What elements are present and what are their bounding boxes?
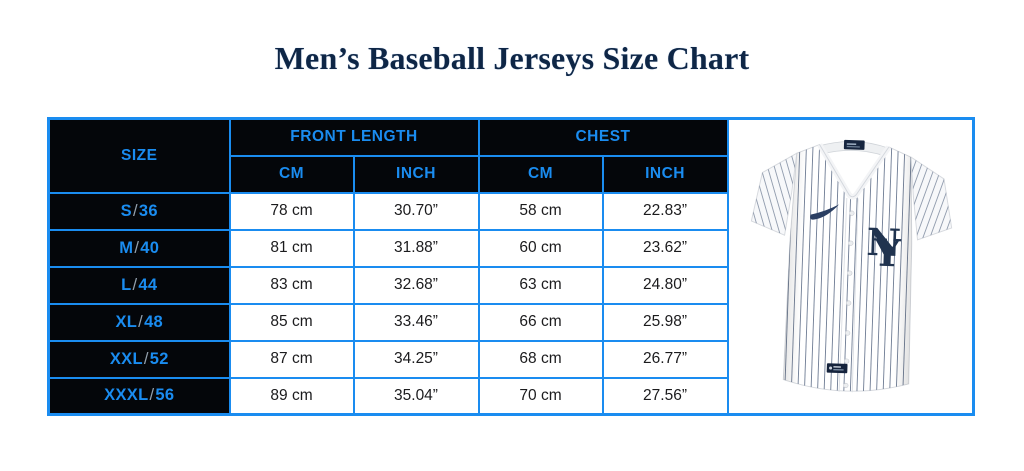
chest-inch: 24.80” — [601, 265, 729, 305]
collar-tag — [817, 139, 892, 157]
size-number: 36 — [138, 201, 158, 220]
size-separator: / — [143, 349, 149, 368]
size-separator: / — [149, 386, 155, 405]
front-length-cm: 81 cm — [228, 228, 355, 268]
size-number: 56 — [155, 386, 175, 405]
size-cell: M/40 — [47, 228, 231, 268]
front-length-inch: 33.46” — [352, 302, 480, 342]
size-cell: S/36 — [47, 191, 231, 231]
size-cell: L/44 — [47, 265, 231, 305]
table-row: XXXL/56 89 cm 35.04” 70 cm 27.56” — [47, 376, 974, 416]
front-length-cm: 78 cm — [228, 191, 355, 231]
jersey-product-image: N Y — [726, 117, 975, 416]
chest-cm: 68 cm — [477, 339, 604, 379]
size-code: M — [119, 238, 134, 257]
front-length-cm: 85 cm — [228, 302, 355, 342]
front-length-inch: 31.88” — [352, 228, 480, 268]
col-group-front-length: FRONT LENGTH — [228, 117, 480, 157]
front-length-cm: 83 cm — [228, 265, 355, 305]
chest-inch: 23.62” — [601, 228, 729, 268]
size-chart-table: SIZE FRONT LENGTH CHEST — [47, 117, 976, 416]
size-code: XXL — [109, 349, 143, 368]
unit-header-front-cm: CM — [228, 154, 355, 194]
table-row: XXL/52 87 cm 34.25” 68 cm 26.77” — [47, 339, 974, 379]
col-group-chest: CHEST — [477, 117, 729, 157]
chest-cm: 58 cm — [477, 191, 604, 231]
page-title: Men’s Baseball Jerseys Size Chart — [274, 40, 750, 76]
nike-swoosh-icon — [810, 204, 840, 220]
front-length-inch: 32.68” — [352, 265, 480, 305]
size-separator: / — [132, 275, 138, 294]
table-row: XL/48 85 cm 33.46” 66 cm 25.98” — [47, 302, 974, 342]
size-cell: XL/48 — [47, 302, 231, 342]
size-code: L — [121, 275, 132, 294]
size-number: 52 — [149, 349, 169, 368]
size-chart-board: SIZE FRONT LENGTH CHEST — [47, 117, 976, 416]
chest-cm: 66 cm — [477, 302, 604, 342]
front-length-inch: 34.25” — [352, 339, 480, 379]
jock-tag — [826, 363, 848, 374]
unit-header-chest-inch: INCH — [601, 154, 729, 194]
ny-logo-letter-y: Y — [872, 230, 903, 275]
table-row: M/40 81 cm 31.88” 60 cm 23.62” — [47, 228, 974, 268]
size-separator: / — [138, 312, 144, 331]
chest-cm: 63 cm — [477, 265, 604, 305]
chest-inch: 25.98” — [601, 302, 729, 342]
pinstripe-jersey-illustration: N Y — [751, 139, 953, 393]
ny-logo: N Y — [866, 220, 903, 276]
size-separator: / — [132, 201, 138, 220]
unit-header-chest-cm: CM — [477, 154, 604, 194]
front-length-cm: 89 cm — [228, 376, 355, 416]
table-row: S/36 78 cm 30.70” 58 cm 22.83” — [47, 191, 974, 231]
button-placket — [838, 198, 859, 393]
size-number: 48 — [144, 312, 164, 331]
table-row: L/44 83 cm 32.68” 63 cm 24.80” — [47, 265, 974, 305]
size-cell: XXL/52 — [47, 339, 231, 379]
size-code: XXXL — [104, 386, 149, 405]
front-length-inch: 30.70” — [352, 191, 480, 231]
chest-inch: 22.83” — [601, 191, 729, 231]
chest-cm: 70 cm — [477, 376, 604, 416]
size-separator: / — [134, 238, 140, 257]
size-number: 44 — [138, 275, 158, 294]
size-number: 40 — [140, 238, 160, 257]
front-length-cm: 87 cm — [228, 339, 355, 379]
jersey-body — [783, 144, 913, 392]
jersey-sleeves — [751, 152, 953, 241]
chest-inch: 26.77” — [601, 339, 729, 379]
size-cell: XXXL/56 — [47, 376, 231, 416]
size-code: S — [120, 201, 132, 220]
ny-logo-letter-n: N — [866, 220, 902, 265]
size-code: XL — [115, 312, 138, 331]
front-length-inch: 35.04” — [352, 376, 480, 416]
chest-inch: 27.56” — [601, 376, 729, 416]
col-header-size: SIZE — [47, 117, 231, 194]
chest-cm: 60 cm — [477, 228, 604, 268]
unit-header-front-inch: INCH — [352, 154, 480, 194]
